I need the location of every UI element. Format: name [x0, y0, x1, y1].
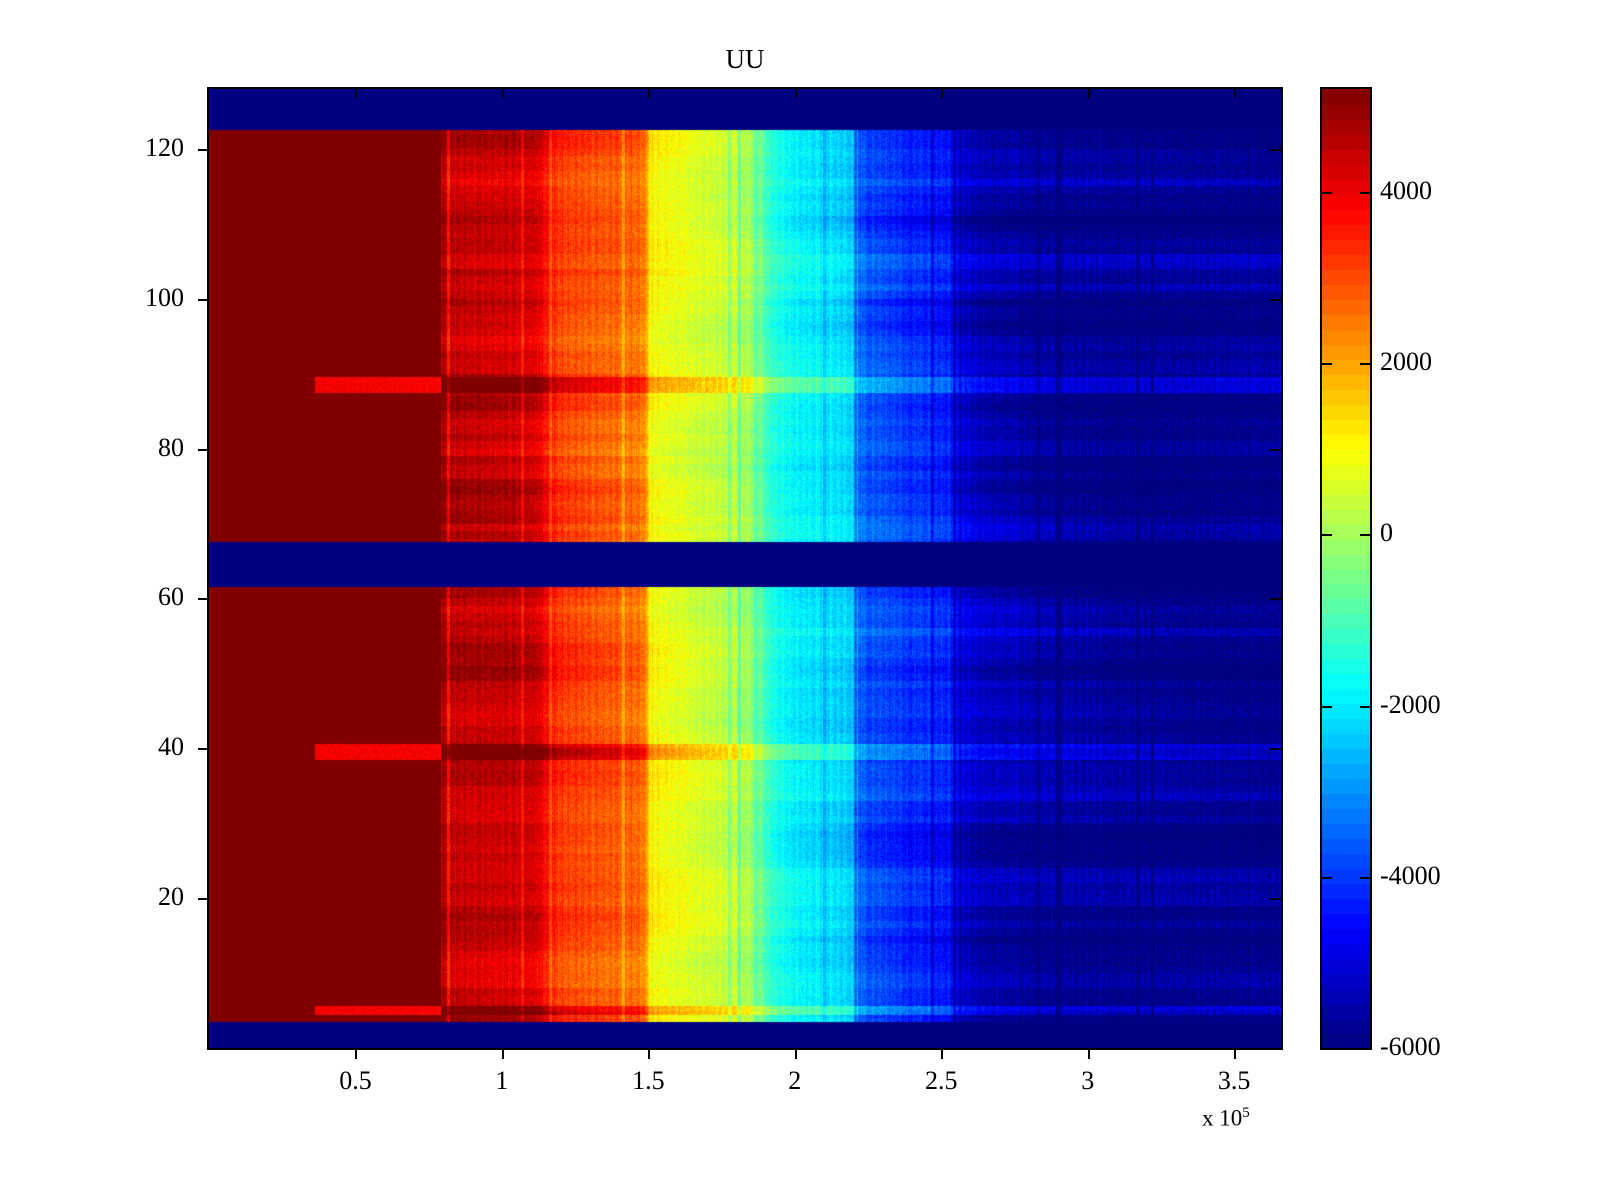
colorbar-tick-mark: [1322, 363, 1332, 365]
colorbar-tick-mark-right: [1360, 1048, 1370, 1050]
y-tick-mark: [198, 298, 209, 301]
x-tick-mark-inner: [1234, 87, 1237, 98]
colorbar-tick-mark: [1322, 191, 1332, 194]
x-tick-mark: [501, 1048, 504, 1059]
x-tick-label: 2.5: [924, 1066, 958, 1095]
x-tick-mark-inner: [355, 87, 358, 98]
colorbar-tick-mark: [1322, 534, 1332, 537]
y-tick-mark-inner: [1270, 148, 1281, 151]
x-tick-mark-inner: [501, 87, 504, 98]
colorbar-gradient: [1322, 89, 1370, 1048]
y-tick-mark: [198, 598, 209, 601]
colorbar-tick-mark: [1322, 1048, 1332, 1050]
x-axis-exponent-label: x 105: [1202, 1100, 1250, 1132]
y-tick-mark: [198, 148, 209, 151]
x-tick-label: 3.5: [1217, 1066, 1251, 1095]
y-tick-mark: [198, 748, 209, 751]
colorbar-tick-mark-right: [1360, 534, 1370, 537]
x-tick-label: 0.5: [339, 1066, 372, 1095]
y-tick-label: 120: [145, 132, 184, 162]
x-tick-mark: [1087, 1048, 1090, 1059]
colorbar-tick-mark-right: [1360, 363, 1370, 365]
x-tick-label: 1: [495, 1066, 509, 1095]
x-exponent-power: 5: [1242, 1105, 1250, 1121]
y-tick-mark-inner: [1270, 298, 1281, 301]
colorbar-tick-mark-right: [1360, 876, 1370, 879]
colorbar-tick-label: 0: [1380, 518, 1393, 548]
y-tick-mark: [198, 898, 209, 901]
x-tick-label: 1.5: [632, 1066, 665, 1095]
colorbar-tick-mark-right: [1360, 705, 1370, 708]
x-tick-mark: [355, 1048, 358, 1059]
x-tick-label: 2: [788, 1066, 802, 1095]
colorbar-tick-label: -4000: [1380, 860, 1441, 890]
y-tick-label: 100: [145, 282, 184, 312]
colorbar-tick-label: 2000: [1380, 347, 1432, 376]
colorbar-tick-mark: [1322, 705, 1332, 708]
y-tick-mark: [198, 448, 209, 451]
colorbar-tick-label: -2000: [1380, 689, 1441, 719]
x-tick-mark: [794, 1048, 797, 1059]
colorbar-tick-mark-right: [1360, 191, 1370, 194]
x-tick-mark-inner: [794, 87, 797, 98]
x-tick-mark-inner: [1087, 87, 1090, 98]
y-tick-label: 80: [158, 432, 184, 462]
y-tick-mark-inner: [1270, 448, 1281, 451]
colorbar-tick-label: 4000: [1380, 175, 1432, 205]
x-tick-mark: [1234, 1048, 1237, 1059]
page-title: UU: [725, 44, 765, 74]
heatmap-axes[interactable]: [207, 87, 1283, 1050]
y-tick-mark-inner: [1270, 748, 1281, 751]
x-tick-label: 3: [1081, 1066, 1095, 1095]
y-tick-mark-inner: [1270, 598, 1281, 601]
colorbar[interactable]: [1320, 87, 1372, 1050]
x-tick-mark-inner: [941, 87, 944, 98]
colorbar-tick-label: -6000: [1380, 1032, 1441, 1061]
y-tick-mark-inner: [1270, 898, 1281, 901]
colorbar-tick-mark: [1322, 876, 1332, 879]
y-tick-label: 40: [158, 732, 184, 762]
heatmap-image[interactable]: [209, 89, 1281, 1048]
x-tick-mark: [648, 1048, 651, 1059]
x-tick-mark-inner: [648, 87, 651, 98]
x-exponent-mantissa: x 10: [1202, 1105, 1243, 1131]
y-tick-label: 20: [158, 882, 184, 912]
y-tick-label: 60: [158, 582, 184, 612]
x-tick-mark: [941, 1048, 944, 1059]
